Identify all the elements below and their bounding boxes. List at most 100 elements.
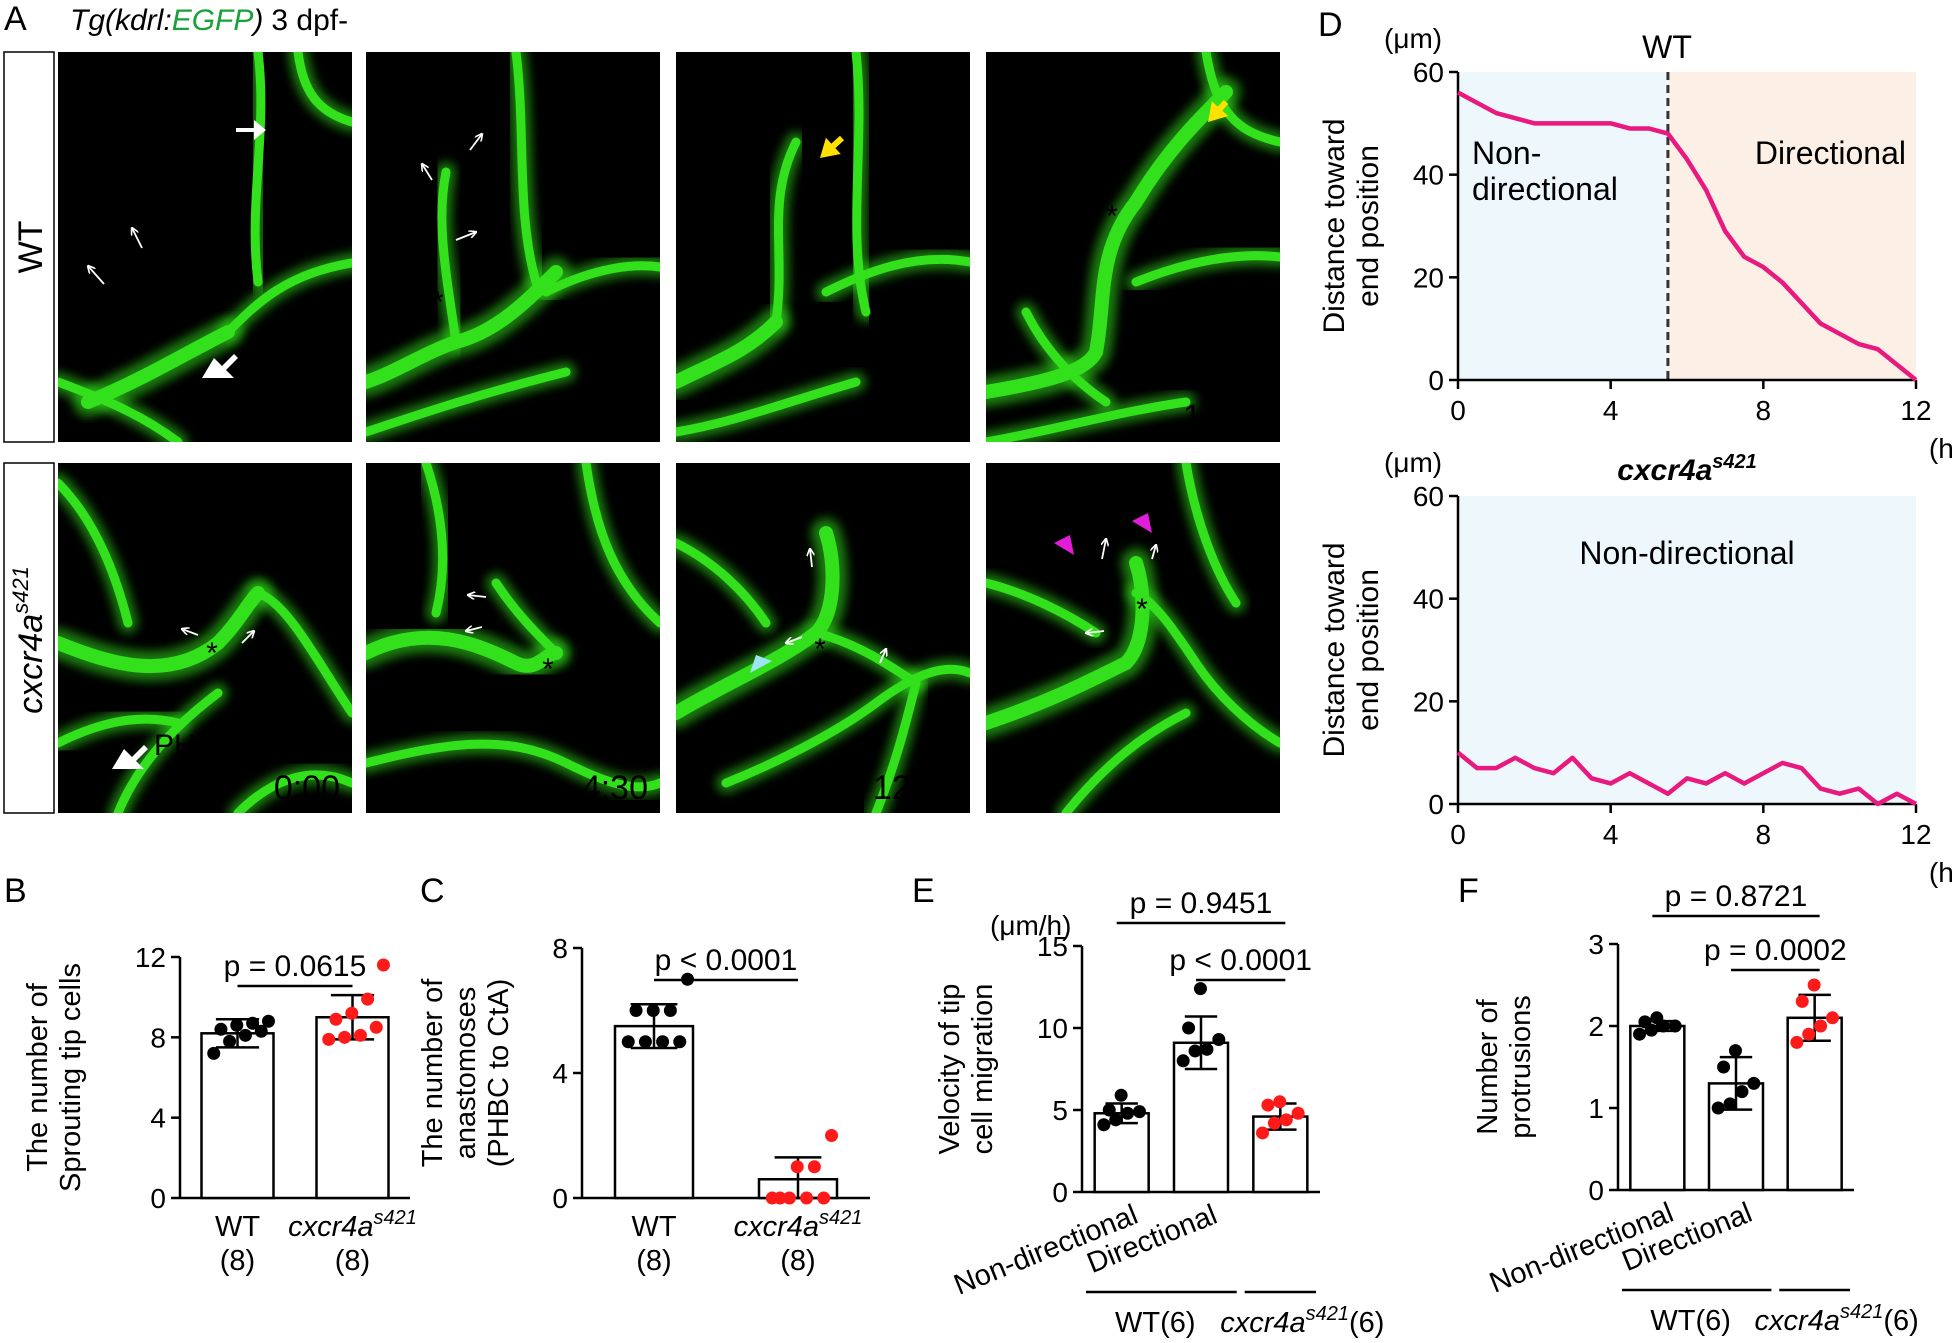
data-point <box>1200 1042 1214 1056</box>
y-unit-label: (μm) <box>1384 23 1442 54</box>
region-label: Non-directional <box>1579 535 1794 571</box>
data-point <box>800 1191 814 1205</box>
y-tick-label: 20 <box>1413 262 1444 293</box>
x-tick-label: 8 <box>1756 395 1772 426</box>
category-label: cxcr4as421 <box>734 1207 863 1243</box>
data-point <box>261 1014 275 1028</box>
data-point <box>817 1191 831 1205</box>
filopodia-arrow <box>468 595 487 597</box>
micrograph-mutant-3: 12:00 * <box>676 463 970 813</box>
category-n: (8) <box>780 1245 815 1277</box>
egfp-label: EGFP <box>172 4 254 37</box>
y-unit-label: (μm) <box>1384 447 1442 478</box>
category-n: (8) <box>335 1245 370 1277</box>
timestamp: 5:30 <box>582 398 648 436</box>
x-tick-label: 4 <box>1603 819 1619 850</box>
filopodia-arrow <box>1086 631 1105 633</box>
chart-f: 0 1 2 3 Number of protrusions p = 0.8721 p = 0.… <box>1472 880 1919 1337</box>
y-axis-label: cell migration <box>967 984 999 1155</box>
chart-e: 0 5 10 15 Velocity of tip cell migration (μm/h… <box>934 887 1384 1339</box>
chart-title: cxcr4as421 <box>1617 451 1757 487</box>
y-tick-label: 20 <box>1413 686 1444 717</box>
micrograph-mutant-1: 0:00 * PHBC <box>58 463 352 813</box>
micrograph-wt-2: 5:30 * <box>366 52 660 442</box>
timestamp: 0:00 <box>274 398 340 436</box>
group-label: cxcr4as421(6) <box>1220 1303 1384 1339</box>
bar <box>613 1024 695 1200</box>
category-label: WT <box>215 1211 260 1243</box>
tip-cell-asterisk: * <box>432 286 444 319</box>
data-point <box>376 958 390 972</box>
y-axis-label: Velocity of tip <box>934 984 966 1155</box>
region-background <box>1458 496 1916 804</box>
micrograph-wt-4: 12:00 * <box>986 52 1280 442</box>
filopodia-arrow <box>879 649 886 664</box>
data-point <box>1723 1097 1737 1111</box>
region-label: Non- <box>1472 135 1541 171</box>
y-tick-label: 60 <box>1413 481 1444 512</box>
filopodia-arrow <box>455 232 476 241</box>
timestamp: 0:00 <box>274 769 340 807</box>
data-point <box>322 1032 336 1046</box>
tip-cell-asterisk: * <box>542 653 554 686</box>
chart-d1: Non-directional Directional 0 20 40 60 0 4 8 12 (h… <box>1318 23 1952 464</box>
data-point <box>663 1004 677 1017</box>
data-point <box>1650 1011 1664 1025</box>
cta-arrow-icon <box>236 120 266 140</box>
data-point <box>254 1024 268 1038</box>
y-axis-label: end position <box>1352 569 1385 731</box>
y-axis-label: Distance toward <box>1318 542 1351 757</box>
filopodia-arrow <box>810 549 812 568</box>
filopodia-arrow <box>241 631 254 644</box>
phbc-arrow-icon <box>112 745 148 769</box>
y-tick-label: 8 <box>150 1022 166 1053</box>
data-point <box>207 1046 221 1060</box>
micrograph-wt-1: 0:00 * PHBC CtA <box>58 52 352 442</box>
tip-cell-asterisk: * <box>1106 200 1118 233</box>
x-tick-label: 12 <box>1900 819 1931 850</box>
y-axis-label: (PHBC to CtA) <box>483 979 515 1168</box>
data-point <box>621 1035 635 1049</box>
region-label: directional <box>1472 171 1618 207</box>
chart-title: WT <box>1642 29 1692 65</box>
data-point <box>1633 1027 1647 1041</box>
data-point <box>1273 1095 1287 1109</box>
row-label-wt: WT <box>12 221 50 274</box>
y-tick-label: 40 <box>1413 584 1444 615</box>
y-axis-label: end position <box>1352 145 1385 307</box>
panel-letter-d: D <box>1318 6 1343 44</box>
y-tick-label: 15 <box>1037 931 1068 962</box>
data-point <box>329 1012 343 1026</box>
data-point <box>1291 1106 1305 1120</box>
data-point <box>773 1191 787 1205</box>
timestamp: 12:00 <box>1183 398 1268 436</box>
phbc-arrow-icon <box>202 354 238 378</box>
data-point <box>338 1030 352 1044</box>
data-point <box>1802 1027 1816 1041</box>
cta-label: CtA <box>182 114 232 147</box>
data-point <box>646 1004 660 1017</box>
data-point <box>1735 1085 1749 1099</box>
y-tick-label: 60 <box>1413 57 1444 88</box>
region-background <box>1458 72 1668 380</box>
chart-b: 0 4 8 12 The number of Sprouting tip cells p =… <box>22 942 417 1277</box>
filopodia-arrow <box>786 636 803 643</box>
y-tick-label: 0 <box>1428 365 1444 396</box>
x-tick-label: 8 <box>1756 819 1772 850</box>
y-tick-label: 8 <box>552 933 568 964</box>
tip-cell-asterisk: * <box>206 637 218 670</box>
data-point <box>638 1035 652 1049</box>
y-tick-label: 4 <box>150 1103 166 1134</box>
data-point <box>1193 982 1207 996</box>
category-label: WT <box>631 1211 676 1243</box>
x-tick-label: 12 <box>1900 395 1931 426</box>
anastomosis-arrowhead <box>1208 101 1229 122</box>
y-tick-label: 10 <box>1037 1013 1068 1044</box>
distance-series-line <box>1456 90 1918 382</box>
data-point <box>1256 1126 1270 1140</box>
transgenic-header: Tg(kdrl:EGFP) 3 dpf- <box>70 4 348 37</box>
data-point <box>790 1160 804 1174</box>
tip-cell-asterisk: * <box>814 633 826 666</box>
data-point <box>369 1020 383 1034</box>
y-tick-label: 0 <box>1428 789 1444 820</box>
